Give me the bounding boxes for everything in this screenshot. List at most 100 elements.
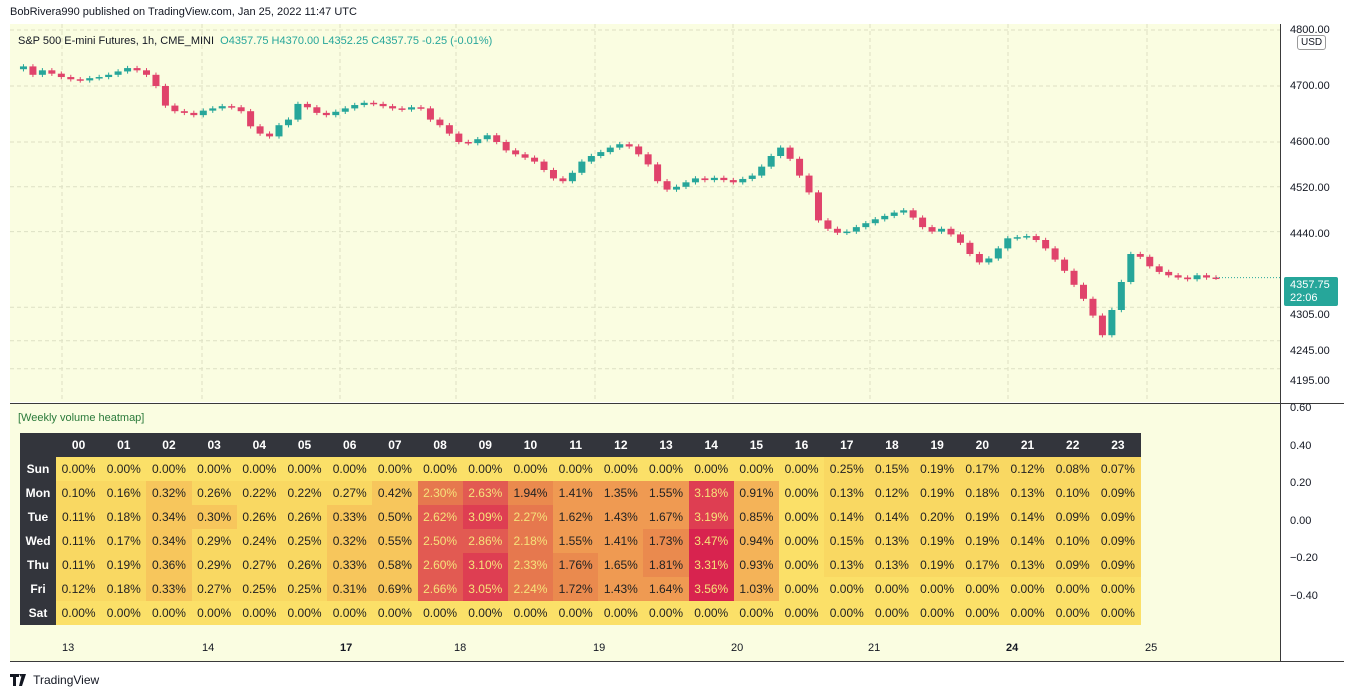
candle-body bbox=[29, 66, 37, 75]
last-price: 4357.75 bbox=[1290, 279, 1330, 291]
candle-body bbox=[796, 158, 804, 176]
candle-body bbox=[284, 119, 292, 126]
heatmap-cell: 0.00% bbox=[824, 577, 870, 601]
heatmap-cell: 1.43% bbox=[598, 505, 644, 529]
candle-body bbox=[587, 156, 595, 162]
heatmap-cell: 0.00% bbox=[1095, 577, 1141, 601]
heatmap-hour-header: 20 bbox=[959, 433, 1005, 457]
candle-body bbox=[294, 103, 302, 120]
heatmap-cell: 1.41% bbox=[553, 481, 599, 505]
candle-body bbox=[483, 135, 491, 140]
heatmap-cell: 0.25% bbox=[824, 457, 870, 481]
heatmap-cell: 0.10% bbox=[1050, 529, 1096, 553]
candle-body bbox=[360, 102, 368, 106]
osc-label: 0.00 bbox=[1290, 515, 1312, 527]
heatmap-cell: 0.94% bbox=[733, 529, 779, 553]
candle-body bbox=[729, 180, 737, 183]
heatmap-cell: 1.72% bbox=[553, 577, 599, 601]
heatmap-cell: 0.00% bbox=[372, 601, 418, 625]
heatmap-cell: 0.00% bbox=[643, 457, 689, 481]
heatmap-hour-header: 09 bbox=[462, 433, 508, 457]
heatmap-cell: 0.27% bbox=[191, 577, 237, 601]
candle-body bbox=[408, 107, 416, 110]
tradingview-logo[interactable]: TradingView bbox=[10, 673, 99, 687]
heatmap-corner bbox=[20, 433, 56, 457]
candle-body bbox=[190, 112, 198, 116]
symbol-legend[interactable]: S&P 500 E-mini Futures, 1h, CME_MINI O43… bbox=[18, 35, 492, 47]
heatmap-hour-header: 07 bbox=[372, 433, 418, 457]
heatmap-cell: 2.60% bbox=[417, 553, 463, 577]
heatmap-day-label: Fri bbox=[20, 577, 56, 601]
heatmap-cell: 0.00% bbox=[779, 529, 825, 553]
candle-body bbox=[417, 107, 425, 109]
heatmap-cell: 0.13% bbox=[1004, 481, 1051, 505]
heatmap-cell: 0.00% bbox=[779, 481, 825, 505]
heatmap-cell: 0.00% bbox=[191, 457, 237, 481]
candle-body bbox=[710, 177, 718, 181]
candle-body bbox=[1013, 237, 1021, 239]
heatmap-cell: 1.55% bbox=[643, 481, 689, 505]
heatmap-cell: 0.14% bbox=[1004, 529, 1051, 553]
price-label: 4245.00 bbox=[1290, 345, 1330, 357]
heatmap-cell: 0.00% bbox=[733, 601, 779, 625]
heatmap-hour-header: 21 bbox=[1004, 433, 1051, 457]
candle-body bbox=[152, 74, 160, 86]
heatmap-cell: 0.00% bbox=[779, 457, 825, 481]
osc-label: −0.20 bbox=[1290, 552, 1318, 564]
heatmap-cell: 1.94% bbox=[507, 481, 554, 505]
heatmap-cell: 2.18% bbox=[507, 529, 554, 553]
tradingview-wordmark: TradingView bbox=[33, 673, 100, 687]
candle-body bbox=[531, 157, 539, 162]
candle-body bbox=[852, 227, 860, 232]
currency-badge[interactable]: USD bbox=[1297, 35, 1327, 50]
indicator-title[interactable]: [Weekly volume heatmap] bbox=[18, 412, 145, 424]
heatmap-cell: 0.14% bbox=[869, 505, 915, 529]
heatmap-cell: 0.14% bbox=[824, 505, 870, 529]
heatmap-cell: 0.09% bbox=[1050, 553, 1096, 577]
heatmap-cell: 3.05% bbox=[462, 577, 508, 601]
candle-body bbox=[540, 161, 548, 170]
time-label: 20 bbox=[731, 642, 744, 654]
heatmap-cell: 0.07% bbox=[1095, 457, 1141, 481]
candle-body bbox=[654, 164, 662, 182]
heatmap-cell: 0.00% bbox=[191, 601, 237, 625]
candle-body bbox=[247, 111, 255, 127]
heatmap-cell: 0.00% bbox=[779, 553, 825, 577]
candle-body bbox=[985, 258, 993, 263]
candle-body bbox=[1098, 315, 1106, 336]
heatmap-cell: 0.19% bbox=[914, 553, 960, 577]
heatmap-cell: 0.29% bbox=[191, 529, 237, 553]
heatmap-cell: 0.85% bbox=[733, 505, 779, 529]
heatmap-cell: 0.17% bbox=[959, 457, 1005, 481]
heatmap-cell: 0.27% bbox=[327, 481, 373, 505]
heatmap-cell: 0.27% bbox=[236, 553, 282, 577]
time-label: 17 bbox=[340, 642, 353, 654]
candle-body bbox=[398, 108, 406, 110]
heatmap-cell: 2.27% bbox=[507, 505, 554, 529]
heatmap-cell: 1.55% bbox=[553, 529, 599, 553]
osc-label: 0.20 bbox=[1290, 477, 1312, 489]
heatmap-cell: 0.18% bbox=[101, 577, 147, 601]
time-label: 14 bbox=[202, 642, 215, 654]
candle-body bbox=[1155, 266, 1163, 272]
heatmap-cell: 0.00% bbox=[643, 601, 689, 625]
pane-divider[interactable] bbox=[10, 403, 1344, 404]
heatmap-cell: 0.69% bbox=[372, 577, 418, 601]
candle-body bbox=[237, 107, 245, 112]
candle-body bbox=[76, 79, 84, 81]
last-price-tag: 4357.75 22:06 bbox=[1284, 277, 1338, 306]
heatmap-cell: 0.11% bbox=[56, 505, 102, 529]
heatmap-cell: 0.34% bbox=[146, 529, 192, 553]
candle-body bbox=[862, 223, 870, 228]
candle-body bbox=[1184, 277, 1192, 280]
heatmap-cell: 0.17% bbox=[101, 529, 147, 553]
candle-body bbox=[493, 135, 501, 142]
price-chart-pane[interactable] bbox=[10, 24, 1280, 402]
heatmap-cell: 1.67% bbox=[643, 505, 689, 529]
heatmap-cell: 3.19% bbox=[688, 505, 734, 529]
time-label: 13 bbox=[62, 642, 75, 654]
candle-body bbox=[616, 144, 624, 148]
heatmap-cell: 0.00% bbox=[959, 577, 1005, 601]
candle-body bbox=[975, 254, 983, 263]
heatmap-cell: 0.55% bbox=[372, 529, 418, 553]
